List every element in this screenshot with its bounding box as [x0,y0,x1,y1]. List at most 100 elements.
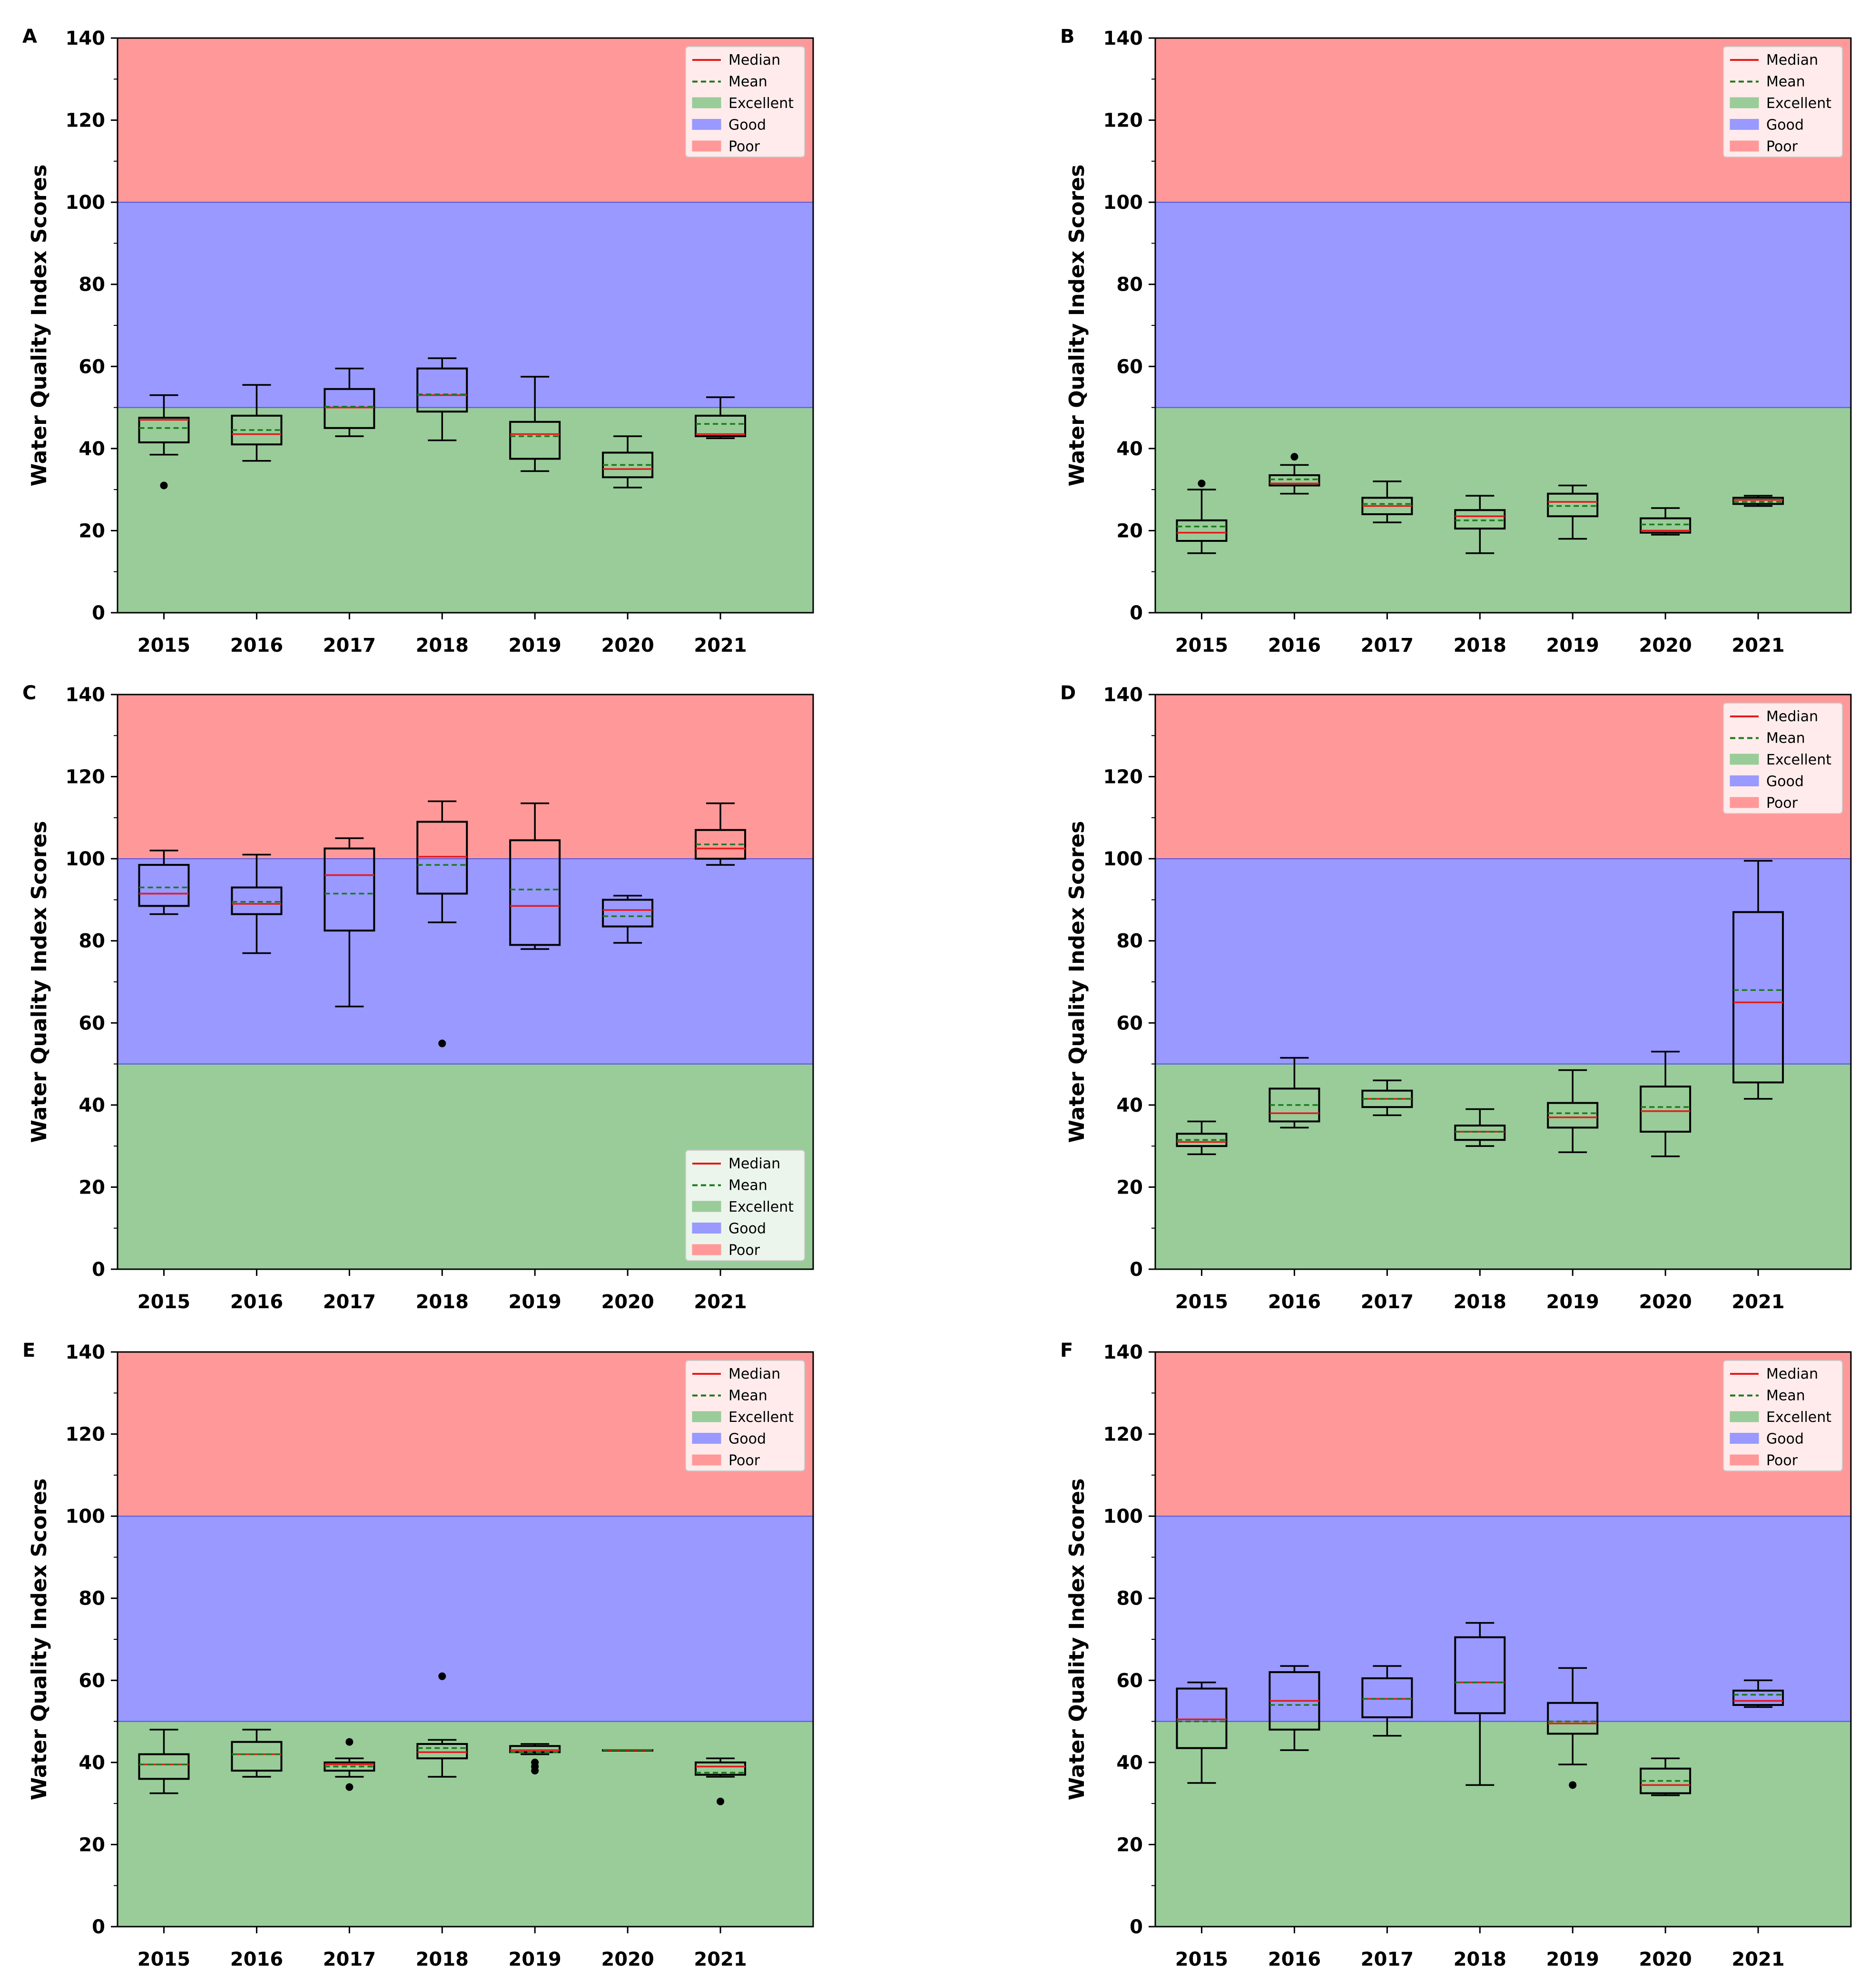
y-tick-label: 40 [1116,438,1143,460]
x-tick-label: 2018 [416,1949,469,1970]
legend-swatch-excellent [1730,97,1759,108]
x-tick-label: 2015 [1175,635,1228,656]
box-iqr [416,367,468,413]
box-2015 [138,394,190,490]
box-iqr [509,1745,561,1753]
band-excellent [118,1721,813,1927]
outlier-point [717,1797,725,1805]
outlier-point [345,1783,354,1791]
legend-swatch-good [692,1223,721,1234]
legend-label: Poor [728,138,760,155]
x-tick-label: 2019 [509,635,561,656]
box-2020 [602,1749,654,1752]
box-2019 [509,802,561,950]
y-tick-label: 60 [1116,356,1143,378]
box-iqr [138,417,190,443]
box-2016 [231,1729,283,1778]
box-2017 [324,1738,375,1791]
x-tick-label: 2016 [1268,635,1321,656]
box-2019 [509,376,561,472]
legend-label: Median [1766,708,1818,725]
legend-label: Excellent [728,1409,794,1426]
box-2019 [1547,1069,1599,1153]
y-tick-label: 100 [66,848,106,870]
y-tick-label: 40 [79,1095,105,1116]
box-2020 [602,435,654,489]
box-iqr [1454,1636,1506,1714]
chart-panel-f: F 0 20 40 60 80 100 120 140 Water Quality Index S… [1060,1340,1852,1970]
plot-frame [1154,37,1852,614]
box-iqr [231,1741,283,1772]
y-tick-label: 140 [66,684,106,706]
panel-label: D [1060,682,1076,704]
box-iqr [324,847,375,932]
plot-frame [117,37,814,614]
y-tick-label: 20 [1116,1176,1143,1198]
y-tick-label: 100 [1103,848,1143,870]
x-tick-label: 2020 [601,1949,654,1970]
box-2017 [1361,1079,1413,1116]
box-2018 [416,1672,468,1778]
legend-label: Median [1766,1366,1818,1382]
x-tick-label: 2017 [1361,1949,1414,1970]
box-2015 [138,1729,190,1794]
box-iqr [231,886,283,915]
outlier-point [1569,1781,1577,1789]
box-2021 [695,1757,747,1805]
x-tick-label: 2018 [1454,635,1506,656]
chart-panel-c: C 0 20 40 60 80 100 120 140 Water Quality Index S… [22,682,814,1313]
legend-swatch-poor [1730,797,1759,808]
chart-panel-e: E 0 20 40 60 80 100 120 140 Water Quality Index S… [22,1340,814,1970]
box-2021 [1732,495,1784,507]
y-tick-label: 40 [1116,1095,1143,1116]
outlier-point [1290,453,1298,461]
y-axis-label: Water Quality Index Scores [1065,165,1089,487]
legend-swatch-good [692,119,721,130]
box-2020 [1640,507,1692,536]
x-tick-label: 2018 [416,1291,469,1313]
band-good [118,202,813,408]
box-iqr [602,899,654,928]
legend-swatch-poor [1730,1454,1759,1466]
y-tick-label: 80 [79,1588,105,1610]
box-2018 [1454,1108,1506,1147]
y-tick-label: 80 [1116,274,1143,296]
y-tick-label: 140 [1103,684,1143,706]
box-iqr [1732,911,1784,1084]
chart-panel-a: A 0 20 40 60 80 100 120 140 Water Quality Index S… [22,26,814,656]
y-tick-label: 80 [79,274,105,296]
box-2016 [1269,1057,1320,1129]
y-tick-label: 80 [1116,1588,1143,1610]
x-tick-label: 2015 [138,1291,190,1313]
x-tick-label: 2019 [509,1949,561,1970]
panel-label: F [1060,1340,1073,1361]
box-2016 [1269,453,1320,495]
plot-frame [1154,694,1852,1270]
y-axis-label: Water Quality Index Scores [27,165,51,487]
y-tick-label: 80 [79,930,105,952]
y-tick-label: 140 [1103,28,1143,49]
legend: Median Mean Excellent Good Poor [685,1360,805,1471]
box-iqr [695,414,747,437]
legend-swatch-good [1730,1433,1759,1444]
legend-label: Poor [728,1452,760,1469]
box-iqr [1547,492,1599,518]
legend-swatch-good [1730,775,1759,786]
y-tick-label: 100 [1103,192,1143,214]
outlier-point [160,481,168,490]
x-tick-label: 2020 [601,635,654,656]
box-2018 [1454,495,1506,554]
legend-label: Excellent [1766,1409,1831,1426]
legend-label: Excellent [1766,95,1831,112]
box-iqr [1269,474,1320,487]
box-iqr [509,421,561,460]
y-tick-label: 120 [1103,1424,1143,1446]
band-good [1155,859,1851,1064]
legend-swatch-excellent [1730,754,1759,765]
y-tick-label: 100 [66,192,106,214]
x-tick-label: 2018 [1454,1949,1506,1970]
y-tick-label: 60 [79,356,105,378]
legend-label: Mean [1766,74,1805,90]
box-2019 [1547,1667,1599,1789]
